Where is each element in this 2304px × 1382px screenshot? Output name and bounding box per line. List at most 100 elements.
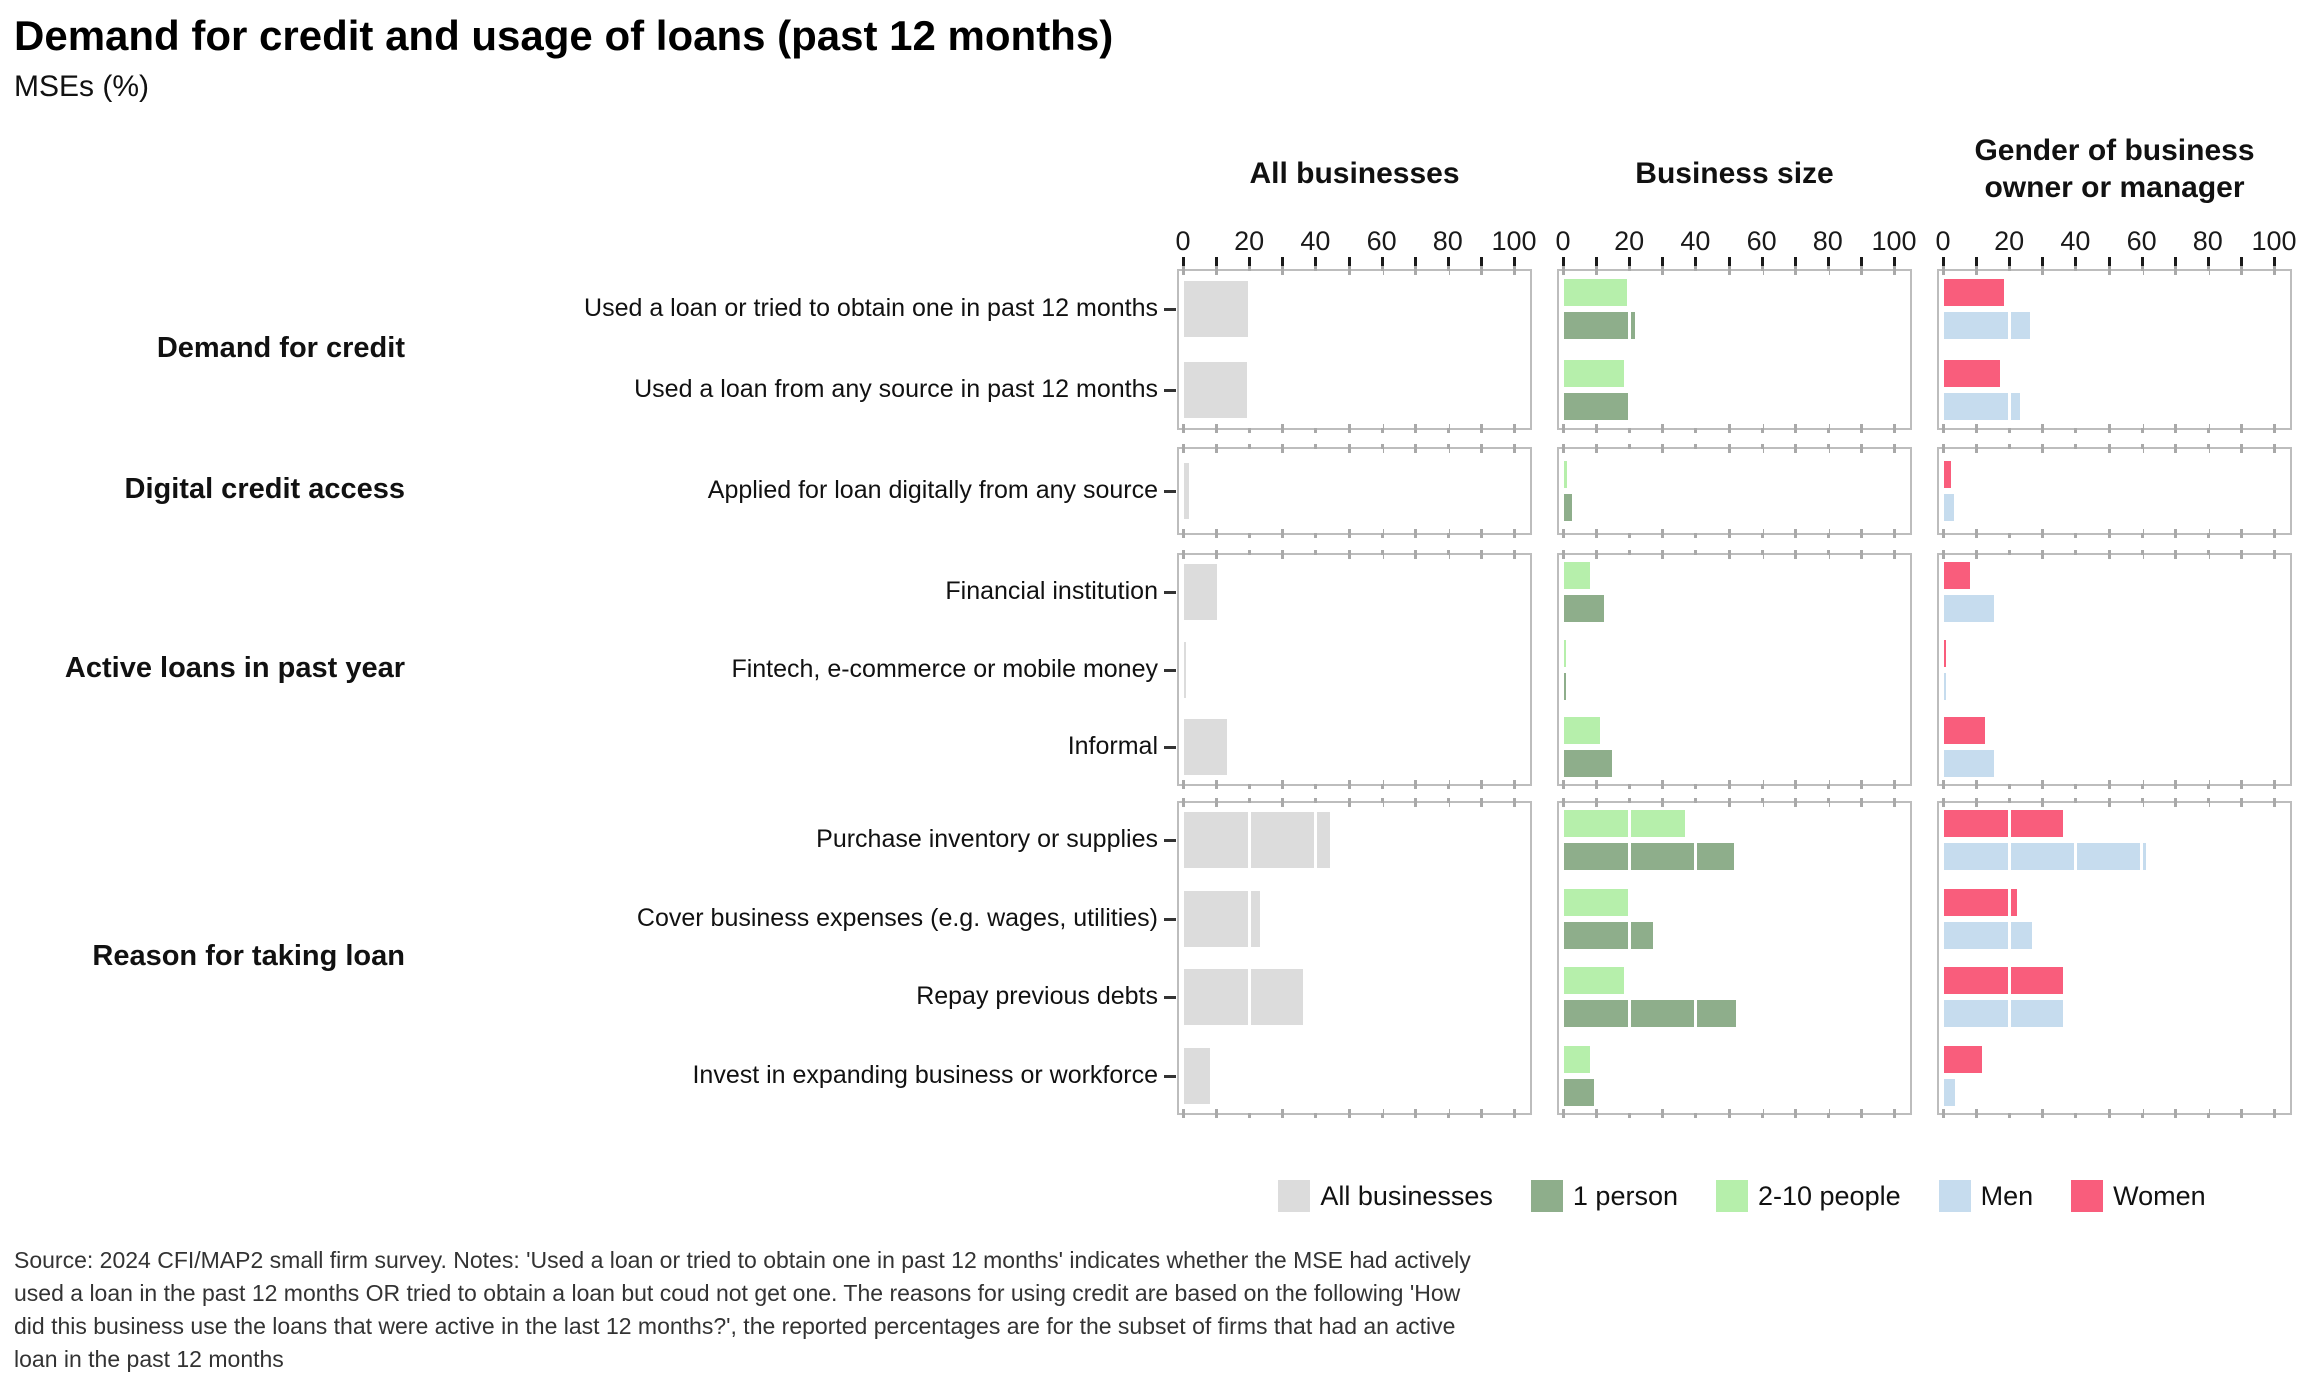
gridline-stub xyxy=(1248,444,1252,453)
gridline-stub xyxy=(2239,424,2243,433)
gridline-stub xyxy=(2239,444,2243,453)
gridline-stub xyxy=(1595,444,1599,453)
gridline-stub xyxy=(1760,424,1764,433)
gridline-stub xyxy=(1513,550,1516,559)
gridline-stub xyxy=(2273,424,2276,433)
white-gridline xyxy=(1380,555,1384,784)
gridline-stub xyxy=(1413,266,1417,275)
white-gridline xyxy=(1313,449,1317,533)
chart-title: Demand for credit and usage of loans (pa… xyxy=(14,12,1114,59)
gridline-stub xyxy=(1893,424,1896,433)
gridline-stub xyxy=(1479,424,1483,433)
gridline-stub xyxy=(2107,780,2111,789)
gridline-stub xyxy=(2173,780,2177,789)
legend-label: 1 person xyxy=(1572,1180,1678,1211)
gridline-stub xyxy=(1727,529,1731,538)
bar xyxy=(1184,641,1186,698)
white-gridline xyxy=(1826,449,1830,533)
bar xyxy=(1944,888,2017,916)
gridline-stub xyxy=(1793,529,1797,538)
gridline-stub xyxy=(1182,266,1185,275)
gridline-stub xyxy=(1694,780,1698,789)
source-note-line: Source: 2024 CFI/MAP2 small firm survey.… xyxy=(14,1247,1471,1273)
group-label: Demand for credit xyxy=(156,331,405,364)
gridline-stub xyxy=(1314,780,1318,789)
axis-tick-label: 60 xyxy=(1746,226,1777,256)
gridline-stub xyxy=(2173,550,2177,559)
gridline-stub xyxy=(1562,444,1565,453)
gridline-stub xyxy=(2107,266,2111,275)
gridline-stub xyxy=(2041,798,2045,807)
gridline-stub xyxy=(1628,798,1632,807)
gridline-stub xyxy=(1826,529,1830,538)
white-gridline xyxy=(1446,803,1450,1113)
gridline-stub xyxy=(2041,444,2045,453)
gridline-stub xyxy=(1380,550,1384,559)
panel-header: All businesses xyxy=(1135,155,1575,192)
white-gridline xyxy=(1446,271,1450,428)
axis-tick-mark xyxy=(1975,257,1979,270)
axis-tick-label: 60 xyxy=(1366,226,1397,256)
gridline-stub xyxy=(1446,798,1450,807)
legend-item: Women xyxy=(2071,1180,2206,1212)
legend-swatch xyxy=(1715,1180,1748,1212)
gridline-stub xyxy=(1595,266,1599,275)
gridline-stub xyxy=(2107,424,2111,433)
axis-tick-mark xyxy=(1413,257,1417,270)
gridline-stub xyxy=(1479,1109,1483,1118)
gridline-stub xyxy=(2008,1109,2012,1118)
gridline-stub xyxy=(2239,798,2243,807)
gridline-stub xyxy=(1413,550,1417,559)
gridline-stub xyxy=(2008,529,2012,538)
gridline-stub xyxy=(1513,424,1516,433)
gridline-stub xyxy=(1215,1109,1219,1118)
axis-tick-mark xyxy=(2173,257,2177,270)
gridline-stub xyxy=(2008,780,2012,789)
gridline-stub xyxy=(1893,1109,1896,1118)
gridline-stub xyxy=(1446,780,1450,789)
group-label: Reason for taking loan xyxy=(92,940,405,972)
gridline-stub xyxy=(1628,424,1632,433)
gridline-stub xyxy=(1942,550,1945,559)
gridline-stub xyxy=(1281,1109,1285,1118)
white-gridline xyxy=(2140,803,2144,1113)
axis-tick-mark xyxy=(1281,257,1285,270)
row-axis-tick xyxy=(1164,490,1176,493)
gridline-stub xyxy=(1661,529,1665,538)
bar xyxy=(1184,719,1228,776)
gridline-stub xyxy=(1380,444,1384,453)
bar xyxy=(1944,1078,1955,1106)
gridline-stub xyxy=(1727,798,1731,807)
gridline-stub xyxy=(1727,1109,1731,1118)
gridline-stub xyxy=(2173,529,2177,538)
gridline-stub xyxy=(1628,1109,1632,1118)
gridline-stub xyxy=(1248,1109,1252,1118)
gridline-stub xyxy=(2008,798,2012,807)
gridline-stub xyxy=(1694,444,1698,453)
axis-tick-mark xyxy=(2239,257,2243,270)
gridline-stub xyxy=(2173,444,2177,453)
gridline-stub xyxy=(1793,266,1797,275)
gridline-stub xyxy=(1628,529,1632,538)
row-label: Used a loan or tried to obtain one in pa… xyxy=(584,294,1158,323)
gridline-stub xyxy=(1893,266,1896,275)
gridline-stub xyxy=(2140,444,2144,453)
bar xyxy=(1944,594,1994,622)
row-axis-tick xyxy=(1164,388,1176,392)
row-label: Used a loan from any source in past 12 m… xyxy=(634,374,1158,403)
gridline-stub xyxy=(2173,266,2177,275)
gridline-stub xyxy=(1513,780,1516,789)
axis-tick-mark xyxy=(1793,257,1797,270)
bar xyxy=(1944,843,2146,871)
gridline-stub xyxy=(1562,1109,1565,1118)
gridline-stub xyxy=(1248,550,1252,559)
gridline-stub xyxy=(1446,424,1450,433)
gridline-stub xyxy=(2008,550,2012,559)
gridline-stub xyxy=(2140,424,2144,433)
gridline-stub xyxy=(2008,424,2012,433)
gridline-stub xyxy=(2041,780,2045,789)
axis-tick-mark xyxy=(1859,257,1863,270)
white-gridline xyxy=(2073,449,2077,533)
axis-tick-mark xyxy=(1942,257,1945,270)
gridline-stub xyxy=(2041,266,2045,275)
